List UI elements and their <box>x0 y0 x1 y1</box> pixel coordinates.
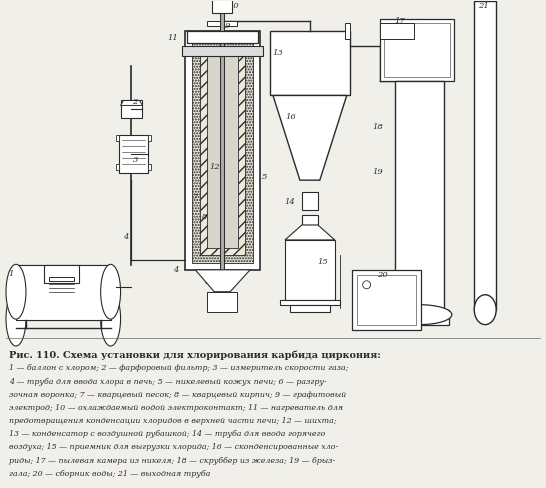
Bar <box>379 24 414 40</box>
Bar <box>302 193 318 211</box>
Bar <box>149 165 151 171</box>
Text: 21: 21 <box>478 2 489 10</box>
Text: 20: 20 <box>377 270 387 278</box>
Bar <box>118 136 149 174</box>
Bar <box>285 241 335 300</box>
Bar <box>44 265 79 283</box>
Ellipse shape <box>387 305 452 325</box>
Text: 18: 18 <box>372 123 383 131</box>
Circle shape <box>363 281 371 289</box>
Text: 14: 14 <box>284 198 295 205</box>
Ellipse shape <box>6 292 26 346</box>
Polygon shape <box>195 270 250 292</box>
Text: риды; 17 — пылевая камера из никеля; 18 — скруббер из железа; 19 — брыз-: риды; 17 — пылевая камера из никеля; 18 … <box>9 456 335 464</box>
Bar <box>116 136 118 142</box>
Text: электрод; 10 — охлаждаемый водой электроконтакт; 11 — нагреватель для: электрод; 10 — охлаждаемый водой электро… <box>9 403 343 411</box>
Bar <box>207 22 237 27</box>
Bar <box>270 32 349 96</box>
Text: 8: 8 <box>202 213 207 221</box>
Text: 9: 9 <box>225 21 230 30</box>
Polygon shape <box>285 225 335 241</box>
Bar <box>352 270 422 330</box>
Ellipse shape <box>100 292 121 346</box>
Bar <box>207 54 238 248</box>
Text: 2: 2 <box>133 98 138 106</box>
Bar <box>379 20 454 81</box>
Bar <box>290 305 330 312</box>
Text: 6: 6 <box>204 277 210 285</box>
Bar <box>16 265 111 320</box>
Bar <box>212 0 232 14</box>
Text: зочная воронка; 7 — кварцевый песок; 8 — кварцевый кирпич; 9 — графитовый: зочная воронка; 7 — кварцевый песок; 8 —… <box>9 390 346 398</box>
Text: 12: 12 <box>209 163 220 171</box>
Text: 5: 5 <box>262 173 268 181</box>
Bar <box>182 46 263 57</box>
Text: 4 — труба для ввода хлора в печь; 5 — никелевый кожух печи; 6 — разгру-: 4 — труба для ввода хлора в печь; 5 — ни… <box>9 377 327 385</box>
Text: предотвращения конденсации хлоридов в верхней части печи; 12 — шихта;: предотвращения конденсации хлоридов в ве… <box>9 416 336 424</box>
Text: 3: 3 <box>133 156 138 164</box>
Text: 4: 4 <box>122 232 128 241</box>
Text: 15: 15 <box>318 257 329 265</box>
Bar <box>192 39 253 264</box>
Bar <box>116 165 118 171</box>
Text: 17: 17 <box>395 17 405 25</box>
Bar <box>207 292 237 312</box>
Text: Рис. 110. Схема установки для хлорирования карбида циркония:: Рис. 110. Схема установки для хлорирован… <box>9 350 381 359</box>
Text: 10: 10 <box>228 2 239 10</box>
Bar <box>56 265 68 273</box>
Bar <box>384 24 450 78</box>
Ellipse shape <box>474 295 496 325</box>
Bar <box>220 12 224 270</box>
Bar <box>200 46 245 255</box>
Text: 19: 19 <box>372 168 383 176</box>
Bar <box>345 24 349 40</box>
Bar <box>121 101 143 119</box>
Text: гала; 20 — сборник воды; 21 — выходная труба: гала; 20 — сборник воды; 21 — выходная т… <box>9 468 210 477</box>
Bar <box>280 300 340 305</box>
Polygon shape <box>121 101 143 106</box>
Text: 13 — конденсатор с воздушной рубашкой; 14 — труба для ввода горячего: 13 — конденсатор с воздушной рубашкой; 1… <box>9 429 325 437</box>
Ellipse shape <box>100 265 121 320</box>
Polygon shape <box>16 265 111 320</box>
Bar <box>389 310 449 325</box>
Bar <box>395 81 444 310</box>
Text: 1: 1 <box>8 269 13 277</box>
Bar <box>357 275 417 325</box>
Bar <box>149 136 151 142</box>
Text: 7: 7 <box>193 193 199 201</box>
Ellipse shape <box>6 265 26 320</box>
Bar <box>49 277 74 281</box>
Text: 16: 16 <box>285 113 296 121</box>
Text: 11: 11 <box>168 34 178 41</box>
Text: 4: 4 <box>174 265 179 273</box>
Bar <box>302 216 318 225</box>
Text: 1 — баллон с хлором; 2 — фарфоровый фильтр; 3 — измеритель скорости газа;: 1 — баллон с хлором; 2 — фарфоровый филь… <box>9 364 348 372</box>
Polygon shape <box>273 96 347 181</box>
Text: воздуха; 15 — приемник для выгрузки хлорида; 16 — сконденсированные хло-: воздуха; 15 — приемник для выгрузки хлор… <box>9 443 338 450</box>
Bar <box>474 2 496 310</box>
Bar <box>187 32 258 43</box>
Bar <box>185 32 260 270</box>
Text: 13: 13 <box>272 48 283 57</box>
